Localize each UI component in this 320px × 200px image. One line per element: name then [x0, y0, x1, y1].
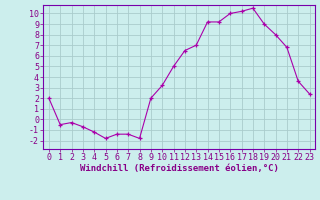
X-axis label: Windchill (Refroidissement éolien,°C): Windchill (Refroidissement éolien,°C) — [80, 164, 279, 173]
